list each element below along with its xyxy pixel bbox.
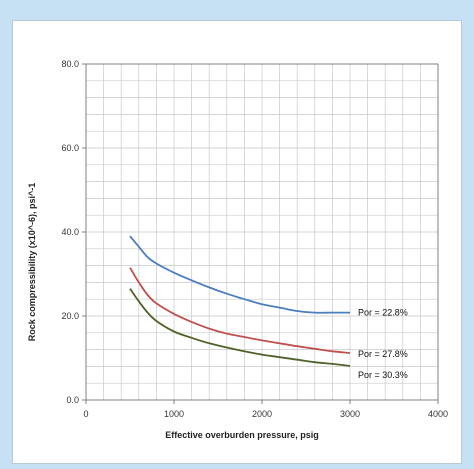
- x-tick-label: 1000: [164, 409, 184, 419]
- series-label-1: Por = 22.8%: [358, 308, 408, 318]
- series-line-3: [129, 288, 351, 367]
- series-label-2: Por = 27.8%: [358, 349, 408, 359]
- y-tick-label: 60.0: [61, 143, 79, 153]
- y-tick-labels: 0.0 20.0 40.0 60.0 80.0: [61, 59, 86, 405]
- line-chart: 0.0 20.0 40.0 60.0 80.0 0 1000 2000 3000 4000 Po…: [27, 59, 448, 440]
- x-tick-label: 4000: [428, 409, 448, 419]
- x-tick-labels: 0 1000 2000 3000 4000: [83, 400, 448, 419]
- y-tick-label: 80.0: [61, 59, 79, 69]
- series-labels: Por = 22.8% Por = 27.8% Por = 30.3%: [358, 308, 408, 380]
- series-line-1: [129, 235, 350, 314]
- y-axis-label: Rock compressibility (x10^-6), psi^-1: [27, 183, 37, 342]
- x-tick-label: 0: [83, 409, 88, 419]
- y-tick-label: 20.0: [61, 311, 79, 321]
- gridlines: [86, 64, 438, 400]
- series-lines: [129, 235, 351, 367]
- series-label-3: Por = 30.3%: [358, 370, 408, 380]
- x-axis-label: Effective overburden pressure, psig: [165, 430, 319, 440]
- chart-panel: 0.0 20.0 40.0 60.0 80.0 0 1000 2000 3000 4000 Po…: [12, 20, 462, 464]
- x-tick-label: 3000: [340, 409, 360, 419]
- series-line-2: [129, 267, 351, 354]
- y-tick-label: 0.0: [66, 395, 79, 405]
- y-tick-label: 40.0: [61, 227, 79, 237]
- x-tick-label: 2000: [252, 409, 272, 419]
